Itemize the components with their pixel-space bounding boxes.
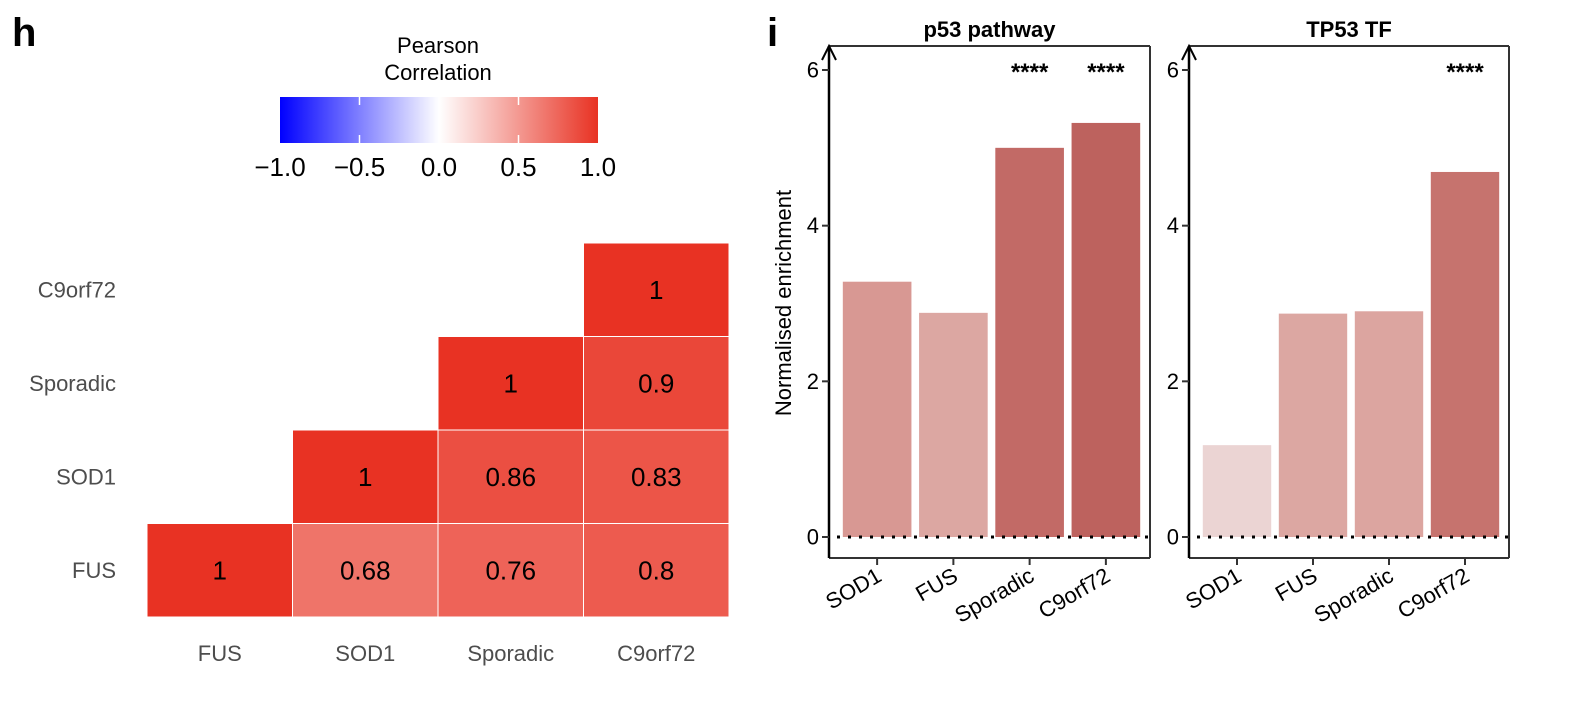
bar-fus: [919, 312, 988, 537]
y-tick-label: 2: [1167, 369, 1179, 394]
heatmap-y-label: C9orf72: [38, 277, 116, 302]
heatmap-cell: [583, 242, 730, 337]
x-tick-label: Sporadic: [950, 563, 1038, 628]
y-tick-label: 4: [807, 213, 819, 238]
heatmap-cell-label: 1: [504, 368, 518, 398]
y-tick-label: 0: [807, 525, 819, 550]
x-tick-label: FUS: [1271, 563, 1322, 607]
x-tick-label: Sporadic: [1310, 563, 1398, 628]
significance-label: ****: [1011, 59, 1049, 86]
legend-tick-label: −0.5: [334, 152, 385, 182]
heatmap-cell-label: 1: [649, 275, 663, 305]
panel-label-h: h: [12, 11, 36, 55]
heatmap-cell: [292, 523, 439, 618]
heatmap-x-label: SOD1: [335, 641, 395, 666]
y-tick-label: 2: [807, 369, 819, 394]
bar-c9orf72: [1430, 171, 1500, 537]
heatmap-y-label: Sporadic: [29, 371, 116, 396]
bar-sporadic: [1354, 311, 1424, 537]
heatmap-cell-label: 0.86: [485, 462, 536, 492]
bar-fus: [1278, 313, 1348, 537]
correlation-heatmap: 1 0.68 0.76 0.8 1 0.86 0.83 1 0.9 1 FUS SOD1 Sporadi…: [29, 242, 730, 666]
heatmap-cell: [583, 336, 730, 431]
y-tick-label: 6: [1167, 58, 1179, 83]
facet-title: p53 pathway: [923, 17, 1056, 42]
x-tick-label: C9orf72: [1393, 563, 1473, 624]
x-tick-label: C9orf72: [1034, 563, 1114, 624]
heatmap-y-label: SOD1: [56, 464, 116, 489]
y-axis-label: Normalised enrichment: [771, 190, 796, 416]
significance-label: ****: [1446, 59, 1484, 86]
heatmap-cell-label: 0.68: [340, 555, 391, 585]
legend-tick-label: 0.0: [421, 152, 457, 182]
y-axis-arrow-icon: [821, 43, 837, 61]
bar-sporadic: [995, 147, 1064, 538]
heatmap-cell: [437, 429, 584, 524]
x-tick-label: SOD1: [1181, 563, 1245, 615]
legend-tick-label: 0.5: [500, 152, 536, 182]
bar-sod1: [1202, 445, 1272, 537]
heatmap-cell: [437, 336, 584, 431]
heatmap-x-label: FUS: [198, 641, 242, 666]
legend-tick-label: −1.0: [254, 152, 305, 182]
y-tick-label: 6: [807, 58, 819, 83]
legend-title-line2: Correlation: [384, 60, 492, 85]
heatmap-x-label: Sporadic: [467, 641, 554, 666]
y-tick-label: 0: [1167, 525, 1179, 550]
bar-sod1: [842, 281, 912, 537]
heatmap-cell-label: 1: [358, 462, 372, 492]
heatmap-cell-label: 0.76: [485, 555, 536, 585]
legend-title-line1: Pearson: [397, 33, 479, 58]
bar-c9orf72: [1071, 122, 1141, 537]
x-tick-label: FUS: [911, 563, 962, 607]
heatmap-cell-label: 1: [213, 555, 227, 585]
heatmap-y-label: FUS: [72, 558, 116, 583]
heatmap-cell: [437, 523, 584, 618]
heatmap-cell-label: 0.9: [638, 368, 674, 398]
x-tick-label: SOD1: [821, 563, 885, 615]
y-axis-arrow-icon: [1181, 43, 1197, 61]
panel-label-i: i: [767, 11, 778, 55]
y-tick-label: 4: [1167, 213, 1179, 238]
legend-tick-label: 1.0: [580, 152, 616, 182]
heatmap-cell: [292, 429, 439, 524]
significance-label: ****: [1087, 59, 1125, 86]
heatmap-cell: [583, 523, 730, 618]
heatmap-cell-label: 0.83: [631, 462, 682, 492]
heatmap-x-label: C9orf72: [617, 641, 695, 666]
facet-title: TP53 TF: [1306, 17, 1392, 42]
colorbar-legend: Pearson Correlation −1.0 −0.5 0.0 0.5 1.0: [254, 33, 616, 182]
heatmap-cell-label: 0.8: [638, 555, 674, 585]
